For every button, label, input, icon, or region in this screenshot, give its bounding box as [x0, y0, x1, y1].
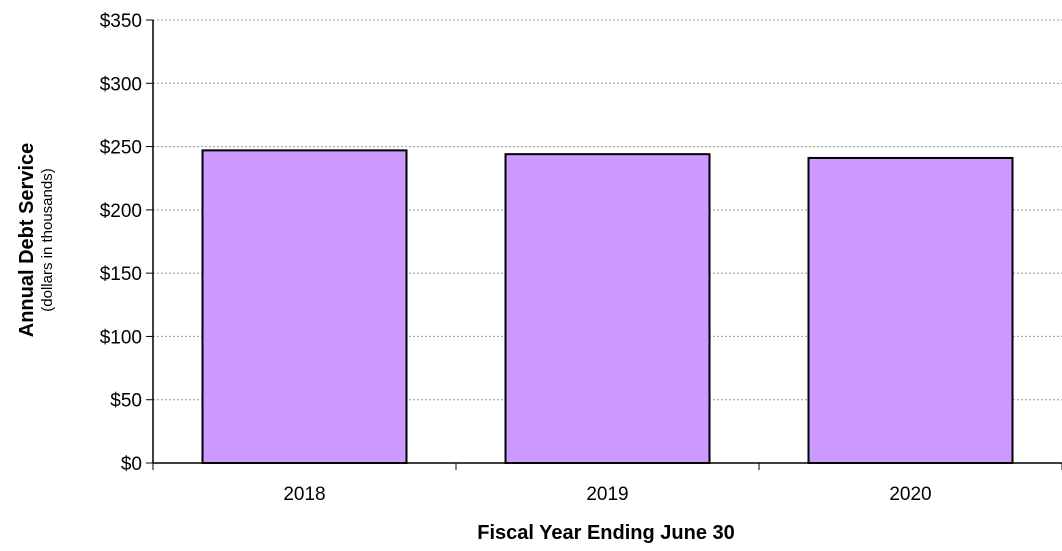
x-axis-title: Fiscal Year Ending June 30 [477, 522, 735, 544]
y-axis-subtitle: (dollars in thousands) [39, 168, 56, 311]
y-tick-label: $50 [110, 391, 142, 412]
x-tick-label: 2019 [586, 484, 628, 505]
y-tick-label: $350 [100, 11, 142, 32]
x-tick-label: 2018 [283, 484, 325, 505]
y-axis-title-group: Annual Debt Service (dollars in thousand… [16, 143, 56, 338]
bar-2020 [807, 156, 1014, 464]
bar-2019 [504, 153, 711, 464]
y-tick-label: $100 [100, 327, 142, 348]
y-tick-label: $250 [100, 138, 142, 159]
axes [146, 19, 1062, 470]
x-tick-labels: 2018 2019 2020 [283, 484, 931, 505]
y-tick-label: $150 [100, 264, 142, 285]
bars [201, 149, 1014, 465]
y-tick-label: $300 [100, 74, 142, 95]
y-axis-title: Annual Debt Service [16, 143, 38, 338]
y-tick-label: $0 [121, 454, 142, 475]
bar-2018 [201, 149, 408, 465]
y-tick-label: $200 [100, 201, 142, 222]
x-tick-label: 2020 [889, 484, 931, 505]
y-tick-labels: $0 $50 $100 $150 $200 $250 $300 $350 [100, 11, 142, 475]
